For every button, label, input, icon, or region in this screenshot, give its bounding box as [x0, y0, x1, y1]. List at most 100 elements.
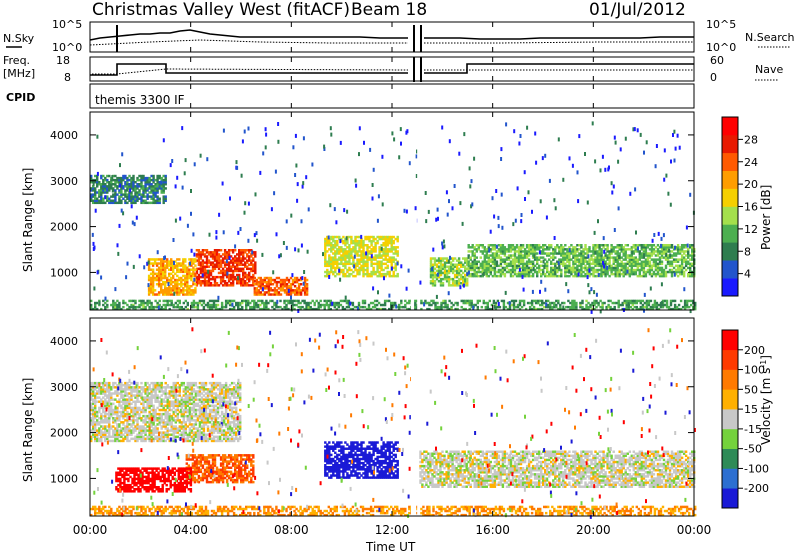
heatmap-cell	[186, 287, 189, 290]
heatmap-cell	[328, 461, 331, 465]
heatmap-cell	[194, 260, 197, 263]
heatmap-cell	[354, 178, 357, 183]
heatmap-cell	[156, 187, 159, 190]
heatmap-cell	[128, 195, 131, 198]
heatmap-cell	[680, 250, 684, 253]
heatmap-cell	[674, 252, 678, 255]
heatmap-cell	[645, 305, 649, 309]
heatmap-cell	[253, 276, 257, 280]
heatmap-cell	[437, 257, 441, 260]
heatmap-cell	[168, 289, 171, 292]
heatmap-cell	[502, 305, 506, 309]
heatmap-cell	[525, 246, 529, 249]
heatmap-cell	[513, 250, 517, 253]
heatmap-cell	[338, 268, 341, 273]
heatmap-cell	[328, 239, 331, 243]
heatmap-cell	[646, 244, 650, 247]
heatmap-cell	[580, 266, 583, 270]
heatmap-cell	[178, 301, 182, 305]
heatmap-cell	[680, 246, 684, 249]
heatmap-cell	[354, 474, 357, 477]
heatmap-cell	[501, 248, 505, 251]
heatmap-cell	[156, 174, 159, 178]
heatmap-cell	[499, 252, 503, 255]
heatmap-cell	[487, 274, 491, 278]
heatmap-cell	[570, 244, 573, 247]
heatmap-cell	[285, 289, 289, 292]
heatmap-cell	[460, 305, 463, 309]
heatmap-cell	[326, 459, 329, 463]
heatmap-cell	[473, 268, 476, 272]
heatmap-cell	[252, 277, 255, 281]
heatmap-cell	[481, 266, 485, 270]
heatmap-cell	[197, 257, 201, 260]
heatmap-cell	[632, 258, 636, 261]
heatmap-cell	[153, 278, 157, 282]
heatmap-cell	[660, 243, 662, 248]
heatmap-cell	[533, 254, 536, 259]
heatmap-cell	[110, 178, 113, 182]
heatmap-cell	[248, 251, 251, 254]
heatmap-cell	[496, 299, 500, 303]
heatmap-cell	[338, 246, 341, 249]
heatmap-cell	[353, 305, 357, 309]
heatmap-cell	[539, 303, 542, 307]
heatmap-cell	[568, 264, 571, 268]
heatmap-cell	[110, 195, 113, 198]
heatmap-cell	[548, 274, 551, 278]
heatmap-cell	[683, 305, 687, 309]
heatmap-cell	[443, 244, 446, 249]
heatmap-cell	[174, 278, 177, 282]
heatmap-cell	[527, 246, 531, 249]
heatmap-cell	[193, 277, 196, 282]
heatmap-cell	[528, 307, 532, 311]
heatmap-cell	[610, 244, 613, 247]
heatmap-cell	[275, 280, 279, 284]
heatmap-cell	[339, 299, 343, 303]
heatmap-cell	[368, 455, 371, 459]
heatmap-cell	[261, 283, 265, 286]
heatmap-cell	[529, 248, 533, 251]
heatmap-cell	[544, 287, 547, 292]
heatmap-cell	[574, 268, 577, 272]
heatmap-cell	[254, 192, 257, 197]
heatmap-cell	[519, 260, 523, 263]
heatmap-cell	[691, 248, 694, 251]
heatmap-cell	[104, 191, 107, 194]
heatmap-cell	[237, 276, 239, 281]
heatmap-cell	[140, 187, 143, 190]
heatmap-cell	[552, 258, 555, 261]
heatmap-cell	[291, 291, 295, 294]
heatmap-cell	[378, 248, 381, 251]
heatmap-cell	[509, 256, 513, 259]
heatmap-cell	[242, 269, 245, 273]
heatmap-cell	[348, 254, 351, 257]
heatmap-cell	[222, 230, 225, 235]
heatmap-cell	[684, 260, 688, 263]
heatmap-cell	[240, 269, 243, 273]
heatmap-cell	[503, 246, 507, 249]
heatmap-cell	[372, 266, 375, 270]
heatmap-cell	[157, 293, 161, 296]
heatmap-cell	[674, 268, 678, 272]
heatmap-cell	[155, 262, 159, 265]
heatmap-cell	[508, 307, 512, 311]
heatmap-cell	[384, 241, 387, 245]
heatmap-cell	[609, 307, 612, 311]
heatmap-cell	[405, 286, 408, 291]
heatmap-cell	[184, 260, 187, 263]
heatmap-cell	[676, 250, 680, 253]
heatmap-cell	[536, 266, 539, 270]
heatmap-cell	[473, 270, 476, 274]
heatmap-cell	[531, 256, 535, 259]
heatmap-cell	[620, 248, 623, 251]
heatmap-cell	[674, 260, 678, 263]
heatmap-cell	[157, 272, 161, 276]
heatmap-cell	[326, 239, 329, 243]
heatmap-cell	[462, 307, 465, 311]
heatmap-cell	[362, 252, 365, 255]
heatmap-cell	[201, 282, 205, 285]
heatmap-cell	[529, 268, 533, 272]
heatmap-cell	[523, 272, 527, 276]
heatmap-cell	[128, 183, 131, 186]
